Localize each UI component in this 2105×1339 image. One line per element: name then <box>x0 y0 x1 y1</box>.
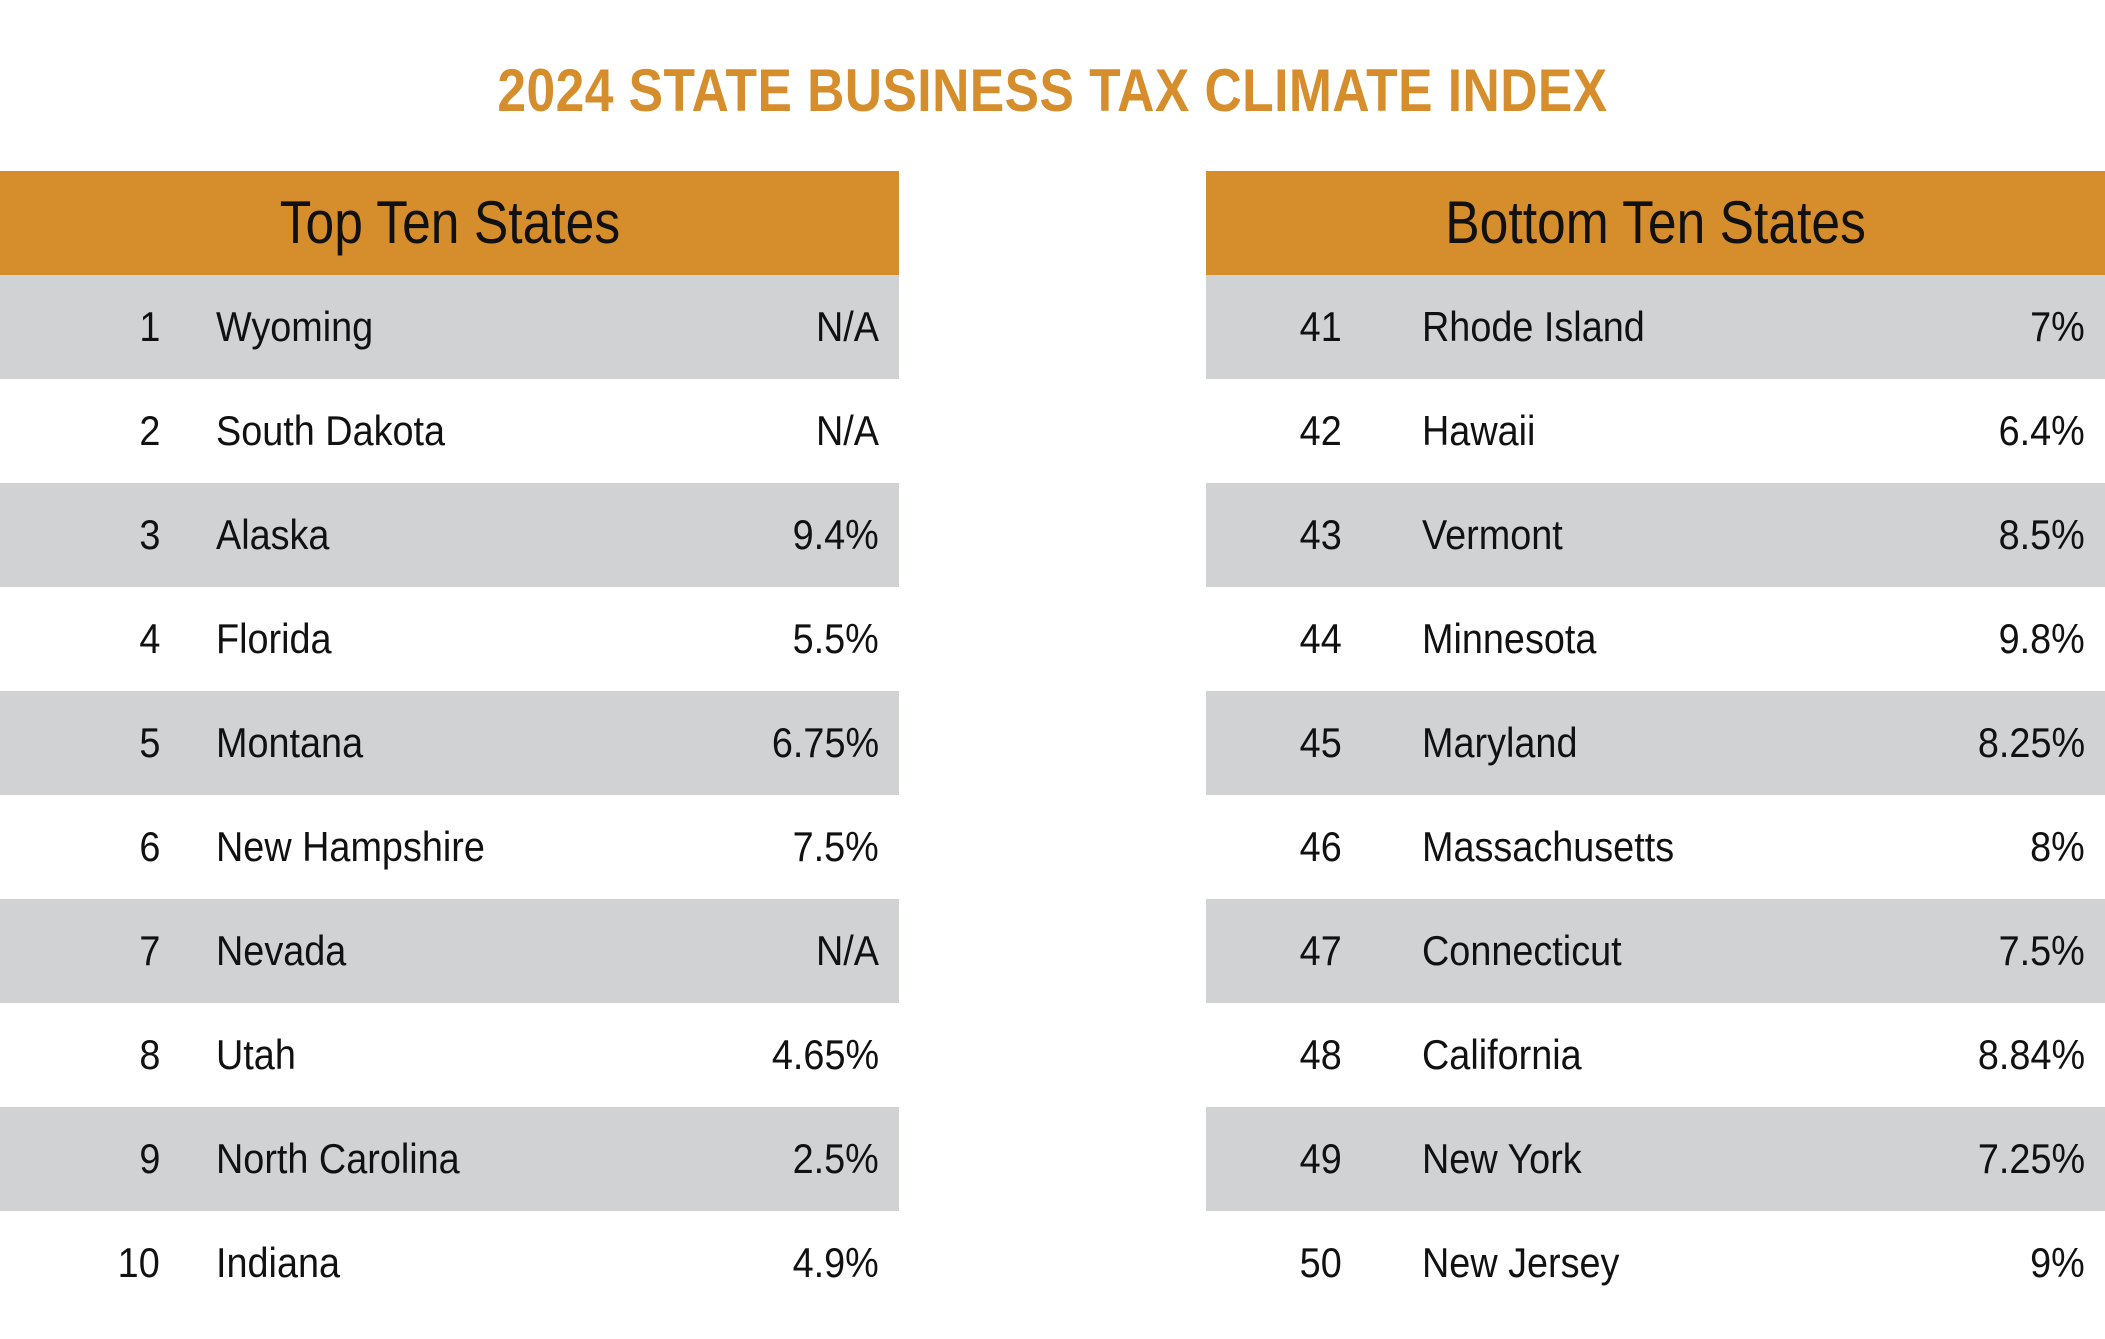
state-name-cell: New Jersey <box>1422 1239 1620 1286</box>
state-name-cell: Hawaii <box>1422 407 1536 454</box>
state-name-cell: Vermont <box>1422 511 1563 558</box>
chart-title: 2024 STATE BUSINESS TAX CLIMATE INDEX <box>497 57 1608 124</box>
state-name-cell: Utah <box>216 1031 296 1078</box>
tax-rate-cell: 5.5% <box>792 615 879 662</box>
tax-rate-cell: 8.25% <box>1977 719 2085 766</box>
rank-cell: 10 <box>117 1239 160 1286</box>
state-name-cell: Rhode Island <box>1422 303 1645 350</box>
tax-rate-cell: 6.75% <box>771 719 879 766</box>
tax-rate-cell: 6.4% <box>1998 407 2085 454</box>
tax-rate-cell: 9.4% <box>792 511 879 558</box>
tax-rate-cell: 4.65% <box>771 1031 879 1078</box>
tax-rate-cell: N/A <box>815 303 879 350</box>
rank-cell: 5 <box>138 719 160 766</box>
table-row: 4 Florida 5.5% <box>0 587 899 691</box>
table-row: 44 Minnesota 9.8% <box>1206 587 2105 691</box>
table-row: 6 New Hampshire 7.5% <box>0 795 899 899</box>
bottom-ten-header-label: Bottom Ten States <box>1445 189 1866 256</box>
tax-rate-cell: N/A <box>815 927 879 974</box>
tax-rate-cell: 9.8% <box>1998 615 2085 662</box>
rank-cell: 1 <box>138 303 160 350</box>
state-name-cell: New Hampshire <box>216 823 485 870</box>
rank-cell: 46 <box>1299 823 1342 870</box>
rank-cell: 2 <box>138 407 160 454</box>
table-row: 43 Vermont 8.5% <box>1206 483 2105 587</box>
rank-cell: 3 <box>138 511 160 558</box>
state-name-cell: Nevada <box>216 927 347 974</box>
rank-cell: 9 <box>138 1135 160 1182</box>
state-name-cell: Montana <box>216 719 364 766</box>
rank-cell: 4 <box>138 615 160 662</box>
state-name-cell: Wyoming <box>216 303 374 350</box>
tax-rate-cell: 7.25% <box>1977 1135 2085 1182</box>
rank-cell: 41 <box>1299 303 1342 350</box>
table-row: 10 Indiana 4.9% <box>0 1211 899 1315</box>
table-row: 8 Utah 4.65% <box>0 1003 899 1107</box>
state-name-cell: New York <box>1422 1135 1582 1182</box>
rank-cell: 6 <box>138 823 160 870</box>
top-ten-table: Top Ten States 1 Wyoming N/A 2 South Dakota N… <box>0 171 899 1315</box>
tax-rate-cell: 8% <box>2030 823 2085 870</box>
state-name-cell: South Dakota <box>216 407 446 454</box>
tax-rate-cell: 8.5% <box>1998 511 2085 558</box>
state-name-cell: Florida <box>216 615 332 662</box>
tax-rate-cell: 7.5% <box>792 823 879 870</box>
top-ten-header-label: Top Ten States <box>279 189 620 256</box>
tax-rate-cell: 9% <box>2030 1239 2085 1286</box>
tax-rate-cell: 2.5% <box>792 1135 879 1182</box>
table-row: 2 South Dakota N/A <box>0 379 899 483</box>
table-row: 7 Nevada N/A <box>0 899 899 1003</box>
table-row: 48 California 8.84% <box>1206 1003 2105 1107</box>
state-name-cell: Connecticut <box>1422 927 1622 974</box>
table-row: 45 Maryland 8.25% <box>1206 691 2105 795</box>
table-row: 47 Connecticut 7.5% <box>1206 899 2105 1003</box>
top-ten-rows: 1 Wyoming N/A 2 South Dakota N/A 3 Alaska 9.4% 4 F… <box>0 275 899 1315</box>
tax-rate-cell: 8.84% <box>1977 1031 2085 1078</box>
rank-cell: 47 <box>1299 927 1342 974</box>
bottom-ten-rows: 41 Rhode Island 7% 42 Hawaii 6.4% 43 Vermont 8.5… <box>1206 275 2105 1315</box>
state-name-cell: Alaska <box>216 511 330 558</box>
state-name-cell: North Carolina <box>216 1135 460 1182</box>
rank-cell: 48 <box>1299 1031 1342 1078</box>
rank-cell: 8 <box>138 1031 160 1078</box>
state-name-cell: Indiana <box>216 1239 341 1286</box>
table-row: 5 Montana 6.75% <box>0 691 899 795</box>
state-name-cell: Maryland <box>1422 719 1578 766</box>
rank-cell: 45 <box>1299 719 1342 766</box>
table-row: 9 North Carolina 2.5% <box>0 1107 899 1211</box>
table-row: 41 Rhode Island 7% <box>1206 275 2105 379</box>
tax-rate-cell: 4.9% <box>792 1239 879 1286</box>
state-name-cell: Minnesota <box>1422 615 1597 662</box>
table-row: 50 New Jersey 9% <box>1206 1211 2105 1315</box>
rank-cell: 43 <box>1299 511 1342 558</box>
table-row: 46 Massachusetts 8% <box>1206 795 2105 899</box>
rank-cell: 7 <box>138 927 160 974</box>
state-name-cell: Massachusetts <box>1422 823 1675 870</box>
top-ten-header: Top Ten States <box>0 171 899 275</box>
rank-cell: 42 <box>1299 407 1342 454</box>
tax-rate-cell: 7.5% <box>1998 927 2085 974</box>
tax-rate-cell: 7% <box>2030 303 2085 350</box>
rank-cell: 49 <box>1299 1135 1342 1182</box>
rank-cell: 44 <box>1299 615 1342 662</box>
table-row: 3 Alaska 9.4% <box>0 483 899 587</box>
state-name-cell: California <box>1422 1031 1582 1078</box>
tax-rate-cell: N/A <box>815 407 879 454</box>
table-row: 42 Hawaii 6.4% <box>1206 379 2105 483</box>
rank-cell: 50 <box>1299 1239 1342 1286</box>
table-row: 1 Wyoming N/A <box>0 275 899 379</box>
table-row: 49 New York 7.25% <box>1206 1107 2105 1211</box>
bottom-ten-header: Bottom Ten States <box>1206 171 2105 275</box>
bottom-ten-table: Bottom Ten States 41 Rhode Island 7% 42 Hawa… <box>1206 171 2105 1315</box>
